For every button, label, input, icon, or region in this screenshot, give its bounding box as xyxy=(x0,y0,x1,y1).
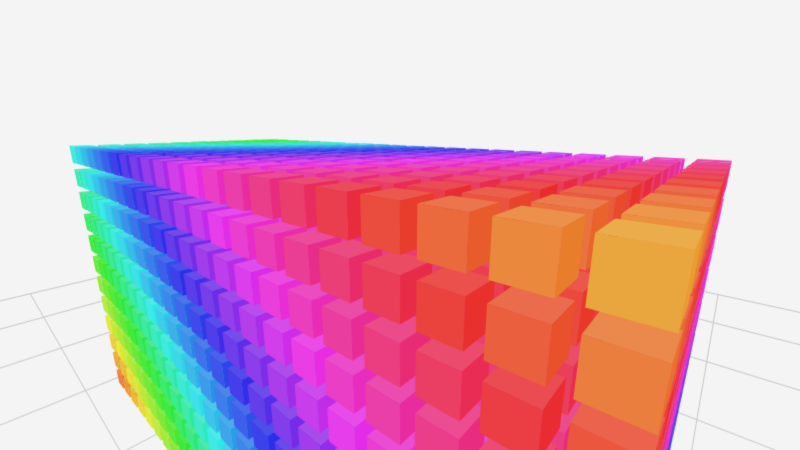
webgl-canvas[interactable] xyxy=(0,0,800,450)
viewport-3d xyxy=(0,0,800,450)
